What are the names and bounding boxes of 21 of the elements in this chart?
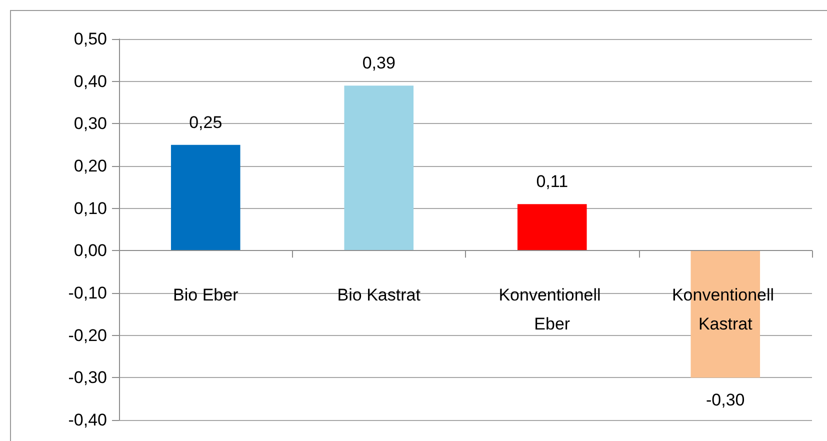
- data-label: 0,39: [362, 54, 396, 73]
- data-label: -0,30: [706, 390, 745, 410]
- bar: [170, 144, 240, 251]
- y-tick-label: -0,30: [68, 368, 107, 388]
- y-tick-label: 0,40: [74, 72, 107, 91]
- y-tick-label: -0,20: [68, 326, 107, 345]
- y-tick-label: 0,00: [74, 241, 107, 260]
- y-tick-label: 0,20: [74, 156, 107, 176]
- x-tick-label: Bio Eber: [173, 286, 239, 305]
- y-tick-label: -0,10: [68, 284, 107, 302]
- x-tick-label: Konventionell Eber: [498, 286, 606, 334]
- data-label: 0,11: [536, 172, 568, 192]
- bar: [517, 204, 587, 251]
- y-tick-label: 0,30: [74, 114, 107, 134]
- data-label: 0,25: [189, 112, 222, 132]
- x-tick-label: Konventionell Kastrat: [672, 286, 779, 334]
- y-tick-label: 0,10: [74, 198, 107, 218]
- x-tick-label: Bio Kastrat: [337, 286, 421, 305]
- y-tick-label: 0,50: [74, 30, 107, 48]
- y-tick-label: -0,40: [68, 410, 107, 430]
- bar: [344, 86, 414, 251]
